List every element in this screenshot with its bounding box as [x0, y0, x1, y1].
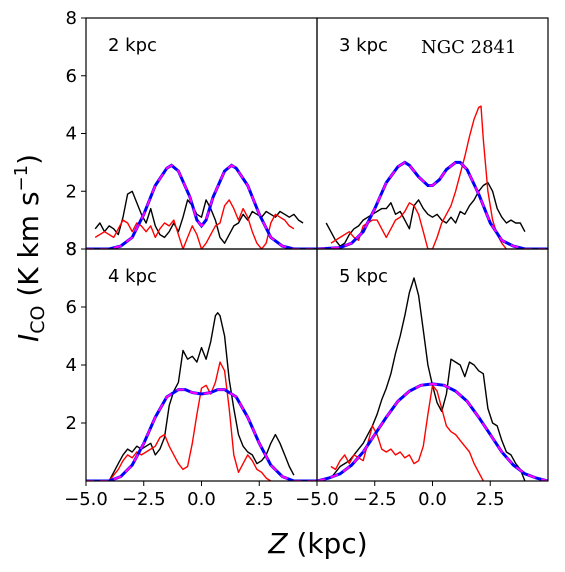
y-tick-label: 8: [66, 239, 77, 260]
y-tick-label: 2: [66, 181, 77, 202]
plot-area: [86, 163, 317, 249]
fit-curve: [86, 163, 317, 249]
x-tick-label: 2.5: [476, 489, 505, 510]
panel-bottom-right: 5 kpc −5.0 −2.5 0.0 2.5: [295, 248, 549, 510]
x-tick-label: −5.0: [64, 489, 108, 510]
plot-area: [86, 312, 317, 481]
fit-curve-dashed: [86, 164, 317, 249]
fit-curve: [317, 382, 548, 481]
observed-profile: [325, 181, 526, 247]
panel-label: 5 kpc: [339, 266, 388, 287]
y-axis-label: ICO (K km s−1): [11, 154, 49, 342]
x-tick-label: 2.5: [245, 489, 274, 510]
y-tick-label: 6: [66, 297, 77, 318]
fit-curve-dashed: [86, 388, 317, 481]
fit-curve: [86, 388, 317, 481]
model-profile: [330, 384, 484, 481]
panel-top-left: 2 kpc 8 2 4 6 8: [66, 8, 318, 260]
x-tick-label: −5.0: [295, 489, 339, 510]
x-tick-label: 0.0: [418, 489, 447, 510]
x-tick-label: −2.5: [353, 489, 397, 510]
x-tick-label: −2.5: [122, 489, 166, 510]
model-profile: [108, 361, 272, 481]
fit-curve-dashed: [317, 382, 548, 481]
panel-label: 2 kpc: [108, 35, 157, 56]
plot-area: [317, 277, 548, 481]
y-tick-label: 6: [66, 66, 77, 87]
y-tick-label: 4: [66, 355, 77, 376]
y-tick-label: 8: [66, 8, 77, 29]
x-axis-label: Z (kpc): [267, 527, 367, 560]
x-tick-label: 0.0: [187, 489, 216, 510]
y-tick-label: 2: [66, 413, 77, 434]
fit-curve: [317, 160, 548, 249]
panel-bottom-left: 4 kpc 2 4 6 8 −5.0 −2.5 0.0 2.5: [64, 239, 318, 510]
panel-label: 4 kpc: [108, 266, 157, 287]
galaxy-label: NGC 2841: [421, 37, 516, 58]
panel-label: 3 kpc: [339, 35, 388, 56]
model-profile: [94, 199, 295, 249]
observed-profile: [94, 190, 304, 244]
y-tick-label: 8: [66, 239, 77, 260]
fit-curve-dashed: [317, 161, 548, 249]
y-tick-label: 4: [66, 124, 77, 145]
observed-profile: [330, 277, 526, 481]
plot-area: [317, 105, 548, 249]
